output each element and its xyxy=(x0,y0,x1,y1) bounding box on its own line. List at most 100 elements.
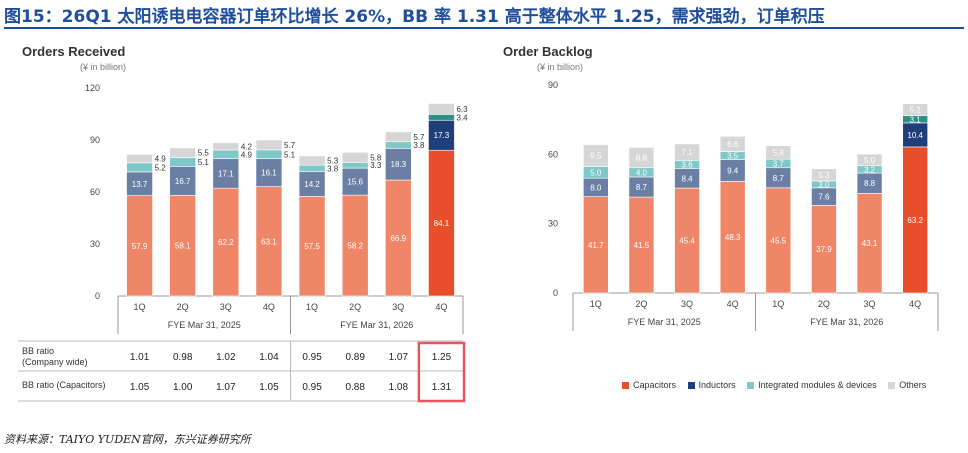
x-tick-label-0-6: 3Q xyxy=(392,302,404,312)
data-label-capacitors-0-5: 58.2 xyxy=(347,242,363,251)
data-label-others-1-0: 9.5 xyxy=(590,152,602,161)
data-label-others-0-5: 5.8 xyxy=(370,153,382,162)
data-label-inductors-0-6: 18.3 xyxy=(391,160,407,169)
data-label-inductors-1-3: 9.4 xyxy=(727,167,739,176)
bar-inductors-1-7 xyxy=(902,122,928,148)
data-label-inductors-0-3: 16.1 xyxy=(261,169,277,178)
x-tick-label-0-3: 4Q xyxy=(263,302,275,312)
group-label-1-0: FYE Mar 31, 2025 xyxy=(628,317,701,327)
data-label-inductors-0-2: 17.1 xyxy=(218,169,234,178)
legend-item-capacitors: Capacitors xyxy=(622,380,676,390)
x-tick-label-1-4: 1Q xyxy=(772,299,784,309)
data-label-others-1-7: 5.2 xyxy=(910,106,922,115)
bar-modules-0-1 xyxy=(169,157,196,167)
y-tick-label-1-0: 0 xyxy=(553,288,558,298)
data-label-modules-1-3: 3.5 xyxy=(727,152,739,161)
bb-value-1-7: 1.31 xyxy=(432,382,452,393)
group-label-1-1: FYE Mar 31, 2026 xyxy=(810,317,883,327)
x-tick-label-1-5: 2Q xyxy=(818,299,830,309)
data-label-capacitors-1-5: 37.9 xyxy=(816,245,832,254)
data-label-modules-0-6: 3.8 xyxy=(413,141,425,150)
data-label-modules-1-2: 3.6 xyxy=(682,161,694,170)
bar-others-1-0 xyxy=(583,144,609,167)
data-label-inductors-0-7: 17.3 xyxy=(434,131,450,140)
bar-inductors-0-6 xyxy=(385,148,412,181)
data-label-inductors-1-6: 8.8 xyxy=(864,179,876,188)
legend-swatch-capacitors xyxy=(622,382,629,390)
data-label-others-0-1: 5.5 xyxy=(198,149,210,158)
data-label-modules-0-3: 5.1 xyxy=(284,150,296,159)
data-label-inductors-0-1: 16.7 xyxy=(175,177,191,186)
legend-item-modules: Integrated modules & devices xyxy=(747,380,877,390)
data-label-modules-1-4: 3.7 xyxy=(773,159,785,168)
data-label-capacitors-1-6: 43.1 xyxy=(862,239,878,248)
y-tick-label-1-3: 90 xyxy=(548,80,558,90)
bar-inductors-0-4 xyxy=(298,171,326,197)
data-label-capacitors-0-7: 84.1 xyxy=(434,219,450,228)
bar-inductors-0-7 xyxy=(428,119,455,151)
bb-value-1-1: 1.00 xyxy=(173,382,193,393)
bar-others-0-6 xyxy=(385,131,412,143)
page-title: 图15：26Q1 太阳诱电电容器订单环比增长 26%，BB 率 1.31 高于整… xyxy=(4,7,825,27)
data-label-modules-1-7: 3.1 xyxy=(910,115,922,124)
bar-capacitors-0-4 xyxy=(298,196,326,297)
bar-others-0-3 xyxy=(255,139,283,151)
data-label-inductors-1-7: 10.4 xyxy=(907,131,923,140)
data-label-inductors-1-0: 8.0 xyxy=(590,183,602,192)
bar-capacitors-1-2 xyxy=(674,187,700,294)
x-tick-label-0-1: 2Q xyxy=(177,302,189,312)
bar-others-1-3 xyxy=(719,136,746,152)
bar-inductors-0-1 xyxy=(169,166,196,196)
data-label-capacitors-0-4: 57.5 xyxy=(304,242,320,251)
bb-label-company-wide: BB ratio (Company wide) xyxy=(22,346,88,367)
bar-inductors-0-3 xyxy=(255,158,283,187)
data-label-capacitors-0-6: 66.9 xyxy=(391,234,407,243)
legend-item-others: Others xyxy=(888,380,926,390)
data-label-modules-0-2: 4.9 xyxy=(241,150,253,159)
data-label-inductors-0-4: 14.2 xyxy=(304,180,320,189)
x-tick-label-1-2: 3Q xyxy=(681,299,693,309)
x-tick-label-1-0: 1Q xyxy=(590,299,602,309)
data-label-others-1-3: 6.6 xyxy=(727,140,739,149)
data-label-capacitors-1-4: 45.5 xyxy=(771,236,787,245)
group-label-0-1: FYE Mar 31, 2026 xyxy=(340,320,413,330)
data-label-others-0-2: 4.2 xyxy=(241,142,253,151)
data-label-modules-1-6: 3.2 xyxy=(864,165,876,174)
bar-capacitors-0-7 xyxy=(428,149,455,297)
bar-modules-0-7 xyxy=(428,114,455,121)
y-tick-label-0-3: 90 xyxy=(90,135,100,145)
orders-received-title: Orders Received xyxy=(22,44,126,59)
group-label-0-0: FYE Mar 31, 2025 xyxy=(168,320,241,330)
bb-value-0-4: 0.95 xyxy=(302,352,322,363)
bar-others-1-1 xyxy=(628,147,655,169)
bar-capacitors-0-3 xyxy=(255,186,283,297)
y-tick-label-0-2: 60 xyxy=(90,187,100,197)
data-label-modules-1-0: 5.0 xyxy=(590,168,602,177)
bar-others-1-2 xyxy=(674,143,700,161)
y-tick-label-0-0: 0 xyxy=(95,291,100,301)
bb-value-0-0: 1.01 xyxy=(130,352,150,363)
bar-others-0-4 xyxy=(298,155,326,166)
data-label-inductors-1-5: 7.6 xyxy=(818,193,830,202)
y-tick-label-0-4: 120 xyxy=(85,83,100,93)
data-label-inductors-1-1: 8.7 xyxy=(636,183,648,192)
data-label-others-0-3: 5.7 xyxy=(284,141,296,150)
bar-others-1-4 xyxy=(765,145,792,160)
bar-capacitors-0-1 xyxy=(169,194,196,297)
bb-value-0-5: 0.89 xyxy=(345,352,365,363)
data-label-modules-0-0: 5.2 xyxy=(155,163,167,172)
bb-value-1-3: 1.05 xyxy=(259,382,279,393)
bb-value-1-0: 1.05 xyxy=(130,382,150,393)
bar-capacitors-0-2 xyxy=(212,187,240,297)
bb-value-1-6: 1.08 xyxy=(389,382,409,393)
legend-swatch-inductors xyxy=(687,382,695,390)
data-label-capacitors-1-0: 41.7 xyxy=(588,241,604,250)
bb-highlight-box xyxy=(417,341,466,403)
bar-modules-0-0 xyxy=(126,162,153,173)
data-label-inductors-1-2: 8.4 xyxy=(682,174,694,183)
bar-capacitors-1-1 xyxy=(628,196,655,294)
x-tick-label-0-2: 3Q xyxy=(220,302,232,312)
bar-others-0-2 xyxy=(212,142,240,151)
bar-capacitors-1-4 xyxy=(765,187,792,294)
data-label-others-1-2: 7.1 xyxy=(682,148,694,157)
